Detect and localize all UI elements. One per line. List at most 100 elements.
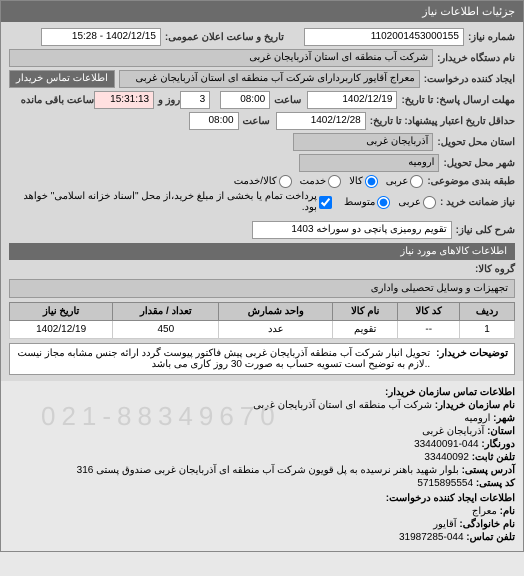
group-label: گروه کالا: bbox=[475, 264, 515, 275]
radio-input[interactable] bbox=[328, 175, 341, 188]
desc-field: تقویم رومیزی پانچی دو سوراخه 1403 bbox=[252, 221, 452, 239]
panel-title: جزئیات اطلاعات نیاز bbox=[1, 1, 523, 22]
col-name: نام کالا bbox=[333, 303, 398, 321]
cell-unit: عدد bbox=[219, 321, 333, 339]
contact-org: شرکت آب منطقه ای استان آذربایجان غربی bbox=[253, 400, 432, 411]
buyer-org-field: شرکت آب منطقه ای استان آذربایجان غربی bbox=[9, 49, 433, 67]
note-label: توضیحات خریدار: bbox=[436, 348, 508, 370]
packaging-option-2[interactable]: خدمت bbox=[300, 175, 342, 188]
validity-time-field: 08:00 bbox=[189, 112, 239, 130]
row-desc: شرح کلی نیاز: تقویم رومیزی پانچی دو سورا… bbox=[9, 221, 515, 239]
contact-province-label: استان: bbox=[487, 426, 515, 437]
col-unit: واحد شمارش bbox=[219, 303, 333, 321]
contact-reqphone: 044-31987285 bbox=[399, 532, 464, 543]
contact-phone: 33440092 bbox=[424, 452, 469, 463]
contact-postal-label: کد پستی: bbox=[476, 478, 515, 489]
contact-org-row: نام سازمان خریدار: شرکت آب منطقه ای استا… bbox=[9, 400, 515, 411]
goods-section-title: اطلاعات کالاهای مورد نیاز bbox=[9, 243, 515, 260]
details-panel: جزئیات اطلاعات نیاز شماره نیاز: 11020014… bbox=[0, 0, 524, 552]
province-field: آذربایجان غربی bbox=[293, 133, 433, 151]
response-time-field: 08:00 bbox=[220, 91, 270, 109]
days-and-label: روز و bbox=[158, 95, 180, 106]
radio-label: متوسط bbox=[344, 197, 375, 208]
contact-address-label: آدرس پستی: bbox=[462, 465, 515, 476]
radio-label: خدمت bbox=[300, 176, 327, 187]
radio-input[interactable] bbox=[377, 196, 390, 209]
note-text: تحویل انبار شرکت آب منطقه آذربایجان غربی… bbox=[16, 348, 430, 370]
announce-field: 1402/12/15 - 15:28 bbox=[41, 28, 161, 46]
row-province: استان محل تحویل: آذربایجان غربی bbox=[9, 133, 515, 151]
contact-title-label: اطلاعات تماس سازمان خریدار: bbox=[385, 387, 515, 398]
col-date: تاریخ نیاز bbox=[10, 303, 113, 321]
packaging-option-3[interactable]: کالا/خدمت bbox=[234, 175, 292, 188]
buy-need-radio-group: عربی متوسط bbox=[344, 196, 436, 209]
contact-city-row: شهر: ارومیه bbox=[9, 413, 515, 424]
packaging-option-0[interactable]: عربی bbox=[386, 175, 424, 188]
contact-name-row: نام: معراج bbox=[9, 506, 515, 517]
contact-fax-label: دورنگار: bbox=[481, 439, 515, 450]
contact-reqphone-row: تلفن تماس: 044-31987285 bbox=[9, 532, 515, 543]
requester-title-label: اطلاعات ایجاد کننده درخواست: bbox=[386, 493, 515, 504]
cell-code: -- bbox=[398, 321, 460, 339]
contact-name: معراج bbox=[472, 506, 497, 517]
contact-fax: 044-33440091 bbox=[414, 439, 479, 450]
response-deadline-label: مهلت ارسال پاسخ: تا تاریخ: bbox=[401, 95, 515, 106]
remaining-label: ساعت باقی مانده bbox=[21, 95, 94, 106]
radio-input[interactable] bbox=[423, 196, 436, 209]
time-label-1: ساعت bbox=[274, 95, 301, 106]
panel-body: شماره نیاز: 1102001453000155 تاریخ و ساع… bbox=[1, 22, 523, 381]
time-label-2: ساعت bbox=[243, 116, 270, 127]
validity-label: حداقل تاریخ اعتبار پیشنهاد: تا تاریخ: bbox=[370, 116, 515, 127]
contact-org-label: نام سازمان خریدار: bbox=[435, 400, 515, 411]
row-group: گروه کالا: bbox=[9, 264, 515, 275]
requester-title-row: اطلاعات ایجاد کننده درخواست: bbox=[9, 493, 515, 504]
packaging-option-1[interactable]: کالا bbox=[349, 175, 378, 188]
buyer-org-label: نام دستگاه خریدار: bbox=[437, 53, 515, 64]
col-row: ردیف bbox=[460, 303, 515, 321]
buy-need-option-1[interactable]: متوسط bbox=[344, 196, 390, 209]
radio-label: عربی bbox=[398, 197, 421, 208]
need-number-field: 1102001453000155 bbox=[304, 28, 464, 46]
contact-title: اطلاعات تماس سازمان خریدار: bbox=[9, 387, 515, 398]
contact-postal: 5715895554 bbox=[417, 478, 473, 489]
payment-checkbox[interactable] bbox=[319, 196, 332, 209]
contact-surname-row: نام خانوادگی: آقایور bbox=[9, 519, 515, 530]
city-label: شهر محل تحویل: bbox=[443, 158, 515, 169]
row-buyer-org: نام دستگاه خریدار: شرکت آب منطقه ای استا… bbox=[9, 49, 515, 67]
buy-need-label: نیاز ضمانت خرید : bbox=[440, 197, 515, 208]
contact-address-row: آدرس پستی: بلوار شهید باهنر نرسیده به پل… bbox=[9, 465, 515, 476]
radio-label: کالا bbox=[349, 176, 363, 187]
cell-row: 1 bbox=[460, 321, 515, 339]
row-validity: حداقل تاریخ اعتبار پیشنهاد: تا تاریخ: 14… bbox=[9, 112, 515, 130]
contact-city: ارومیه bbox=[464, 413, 490, 424]
radio-input[interactable] bbox=[410, 175, 423, 188]
contact-address: بلوار شهید باهنر نرسیده به پل قویون شرکت… bbox=[77, 465, 459, 476]
validity-date-field: 1402/12/28 bbox=[276, 112, 366, 130]
row-need-number: شماره نیاز: 1102001453000155 تاریخ و ساع… bbox=[9, 28, 515, 46]
contact-city-label: شهر: bbox=[493, 413, 515, 424]
cell-date: 1402/12/19 bbox=[10, 321, 113, 339]
packaging-label: طبقه بندی موضوعی: bbox=[427, 176, 515, 187]
table-row: 1 -- تقویم عدد 450 1402/12/19 bbox=[10, 321, 515, 339]
col-code: کد کالا bbox=[398, 303, 460, 321]
contact-province-row: استان: آذربایجان غربی bbox=[9, 426, 515, 437]
row-packaging: طبقه بندی موضوعی: عربی کالا خدمت کالا/خد… bbox=[9, 175, 515, 188]
need-number-label: شماره نیاز: bbox=[468, 32, 515, 43]
contact-reqphone-label: تلفن تماس: bbox=[466, 532, 515, 543]
buyer-contact-button[interactable]: اطلاعات تماس خریدار bbox=[9, 70, 115, 88]
buy-need-option-0[interactable]: عربی bbox=[398, 196, 436, 209]
radio-label: کالا/خدمت bbox=[234, 176, 277, 187]
cell-qty: 450 bbox=[113, 321, 219, 339]
contact-surname-label: نام خانوادگی: bbox=[459, 519, 515, 530]
payment-checkbox-item[interactable]: پرداخت تمام یا بخشی از مبلغ خرید،از محل … bbox=[9, 191, 332, 213]
row-response-deadline: مهلت ارسال پاسخ: تا تاریخ: 1402/12/19 سا… bbox=[9, 91, 515, 109]
row-buy-need: نیاز ضمانت خرید : عربی متوسط پرداخت تمام… bbox=[9, 191, 515, 213]
row-city: شهر محل تحویل: ارومیه bbox=[9, 154, 515, 172]
days-field: 3 bbox=[180, 91, 210, 109]
group-field: تجهیزات و وسایل تحصیلی واداری bbox=[9, 279, 515, 298]
radio-input[interactable] bbox=[279, 175, 292, 188]
announce-label: تاریخ و ساعت اعلان عمومی: bbox=[165, 32, 284, 43]
response-date-field: 1402/12/19 bbox=[307, 91, 397, 109]
radio-input[interactable] bbox=[365, 175, 378, 188]
radio-label: عربی bbox=[386, 176, 409, 187]
